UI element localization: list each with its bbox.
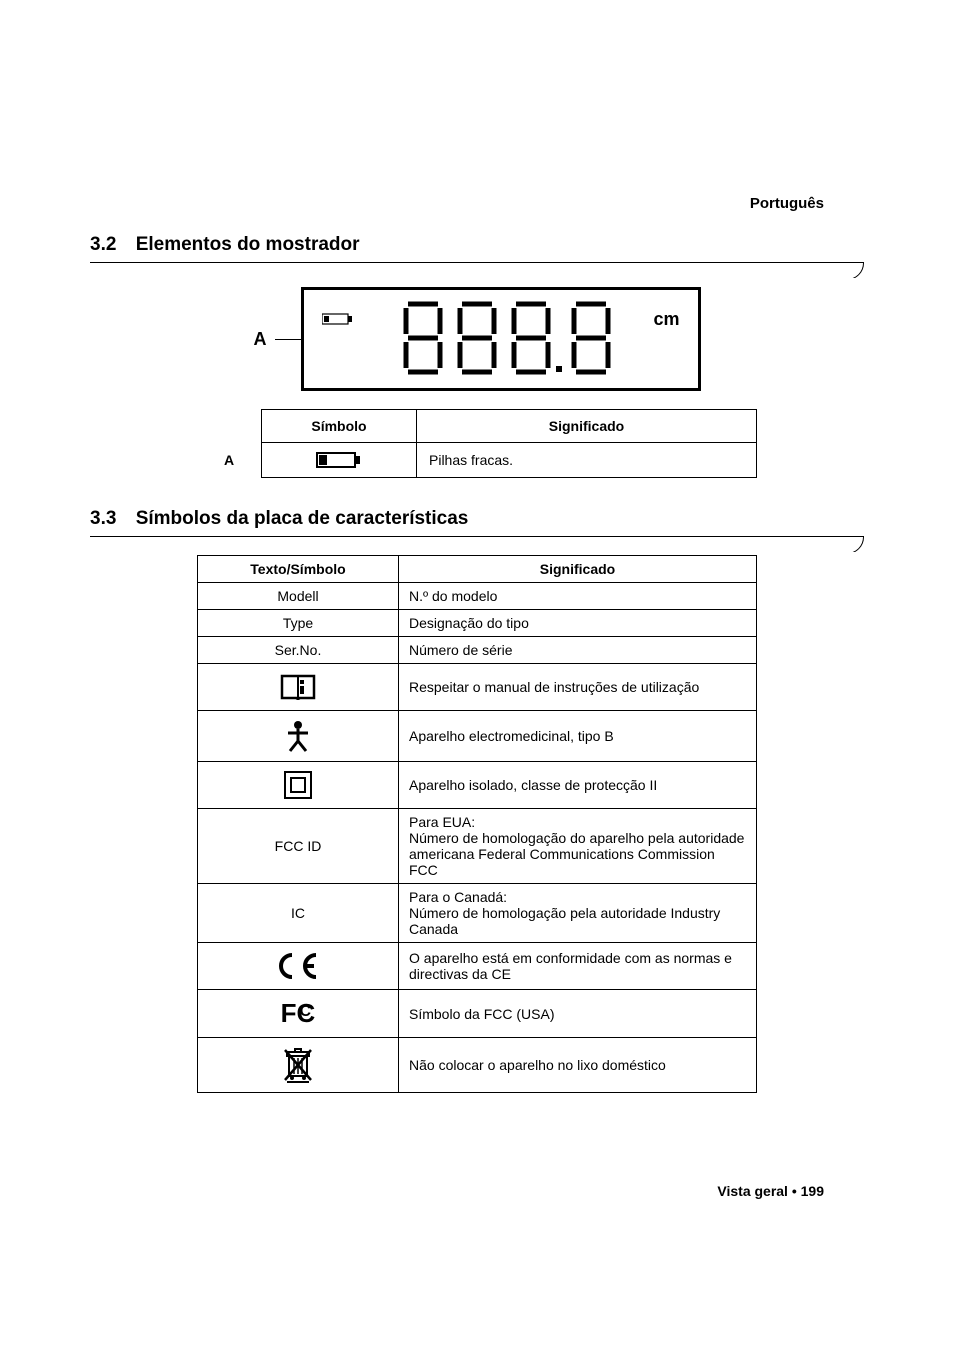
section-3-2: 3.2 Elementos do mostrador A (90, 234, 864, 478)
table-row: Modell N.º do modelo (198, 583, 757, 610)
table-row: A Pilhas fracas. (197, 443, 757, 478)
table-row: Aparelho electromedicinal, tipo B (198, 711, 757, 762)
row-meaning: Designação do tipo (399, 610, 757, 637)
table-row: Respeitar o manual de instruções de util… (198, 664, 757, 711)
row-meaning: O aparelho está em conformidade com as n… (399, 943, 757, 990)
table-header-row: Símbolo Significado (197, 410, 757, 443)
battery-low-icon (322, 312, 354, 326)
row-meaning: N.º do modelo (399, 583, 757, 610)
section-heading-3-2: 3.2 Elementos do mostrador (90, 234, 864, 256)
table-row: Não colocar o aparelho no lixo doméstico (198, 1038, 757, 1093)
display-symbol-table: Símbolo Significado A Pilhas fracas. (197, 409, 757, 478)
display-pointer-label: A (254, 329, 267, 350)
lcd-digits-icon (372, 300, 654, 378)
row-symbol-text: Ser.No. (198, 637, 399, 664)
lcd-unit-label: cm (653, 309, 679, 330)
section-rule (90, 536, 864, 537)
section-heading-3-3: 3.3 Símbolos da placa de características (90, 508, 864, 530)
class-ii-icon (198, 762, 399, 809)
table-header-symbol: Texto/Símbolo (198, 556, 399, 583)
rating-plate-table: Texto/Símbolo Significado Modell N.º do … (197, 555, 757, 1093)
row-meaning: Respeitar o manual de instruções de util… (399, 664, 757, 711)
row-meaning: Pilhas fracas. (417, 443, 757, 478)
table-row: O aparelho está em conformidade com as n… (198, 943, 757, 990)
section-title: Símbolos da placa de características (136, 508, 469, 529)
section-number: 3.2 (90, 234, 116, 256)
display-pointer-line (275, 339, 301, 340)
table-row: IC Para o Canadá: Número de homologação … (198, 884, 757, 943)
row-meaning: Número de série (399, 637, 757, 664)
fc-mark-icon: FCC (198, 990, 399, 1038)
section-3-3: 3.3 Símbolos da placa de características… (90, 508, 864, 1093)
row-meaning: Para o Canadá: Número de homologação pel… (399, 884, 757, 943)
page-footer: Vista geral • 199 (90, 1183, 864, 1199)
table-row: Ser.No. Número de série (198, 637, 757, 664)
table-row: FCC Símbolo da FCC (USA) (198, 990, 757, 1038)
row-symbol-text: IC (198, 884, 399, 943)
row-letter: A (197, 443, 262, 478)
language-header: Português (90, 195, 864, 212)
row-meaning: Para EUA: Número de homologação do apare… (399, 809, 757, 884)
section-title: Elementos do mostrador (136, 234, 360, 255)
table-header-meaning: Significado (417, 410, 757, 443)
section-rule (90, 262, 864, 263)
section-number: 3.3 (90, 508, 116, 530)
lcd-frame: cm (301, 287, 701, 391)
ce-mark-icon (198, 943, 399, 990)
table-row: Aparelho isolado, classe de protecção II (198, 762, 757, 809)
row-meaning: Aparelho electromedicinal, tipo B (399, 711, 757, 762)
row-symbol-text: FCC ID (198, 809, 399, 884)
row-meaning: Não colocar o aparelho no lixo doméstico (399, 1038, 757, 1093)
table-row: FCC ID Para EUA: Número de homologação d… (198, 809, 757, 884)
table-header-row: Texto/Símbolo Significado (198, 556, 757, 583)
type-b-icon (198, 711, 399, 762)
battery-icon (262, 443, 417, 478)
display-figure: A (90, 287, 864, 391)
weee-icon (198, 1038, 399, 1093)
table-row: Type Designação do tipo (198, 610, 757, 637)
row-meaning: Aparelho isolado, classe de protecção II (399, 762, 757, 809)
manual-icon (198, 664, 399, 711)
table-header-empty (197, 410, 262, 443)
row-meaning: Símbolo da FCC (USA) (399, 990, 757, 1038)
table-header-meaning: Significado (399, 556, 757, 583)
row-symbol-text: Modell (198, 583, 399, 610)
page: Português 3.2 Elementos do mostrador A (0, 0, 954, 1199)
row-symbol-text: Type (198, 610, 399, 637)
table-header-symbol: Símbolo (262, 410, 417, 443)
